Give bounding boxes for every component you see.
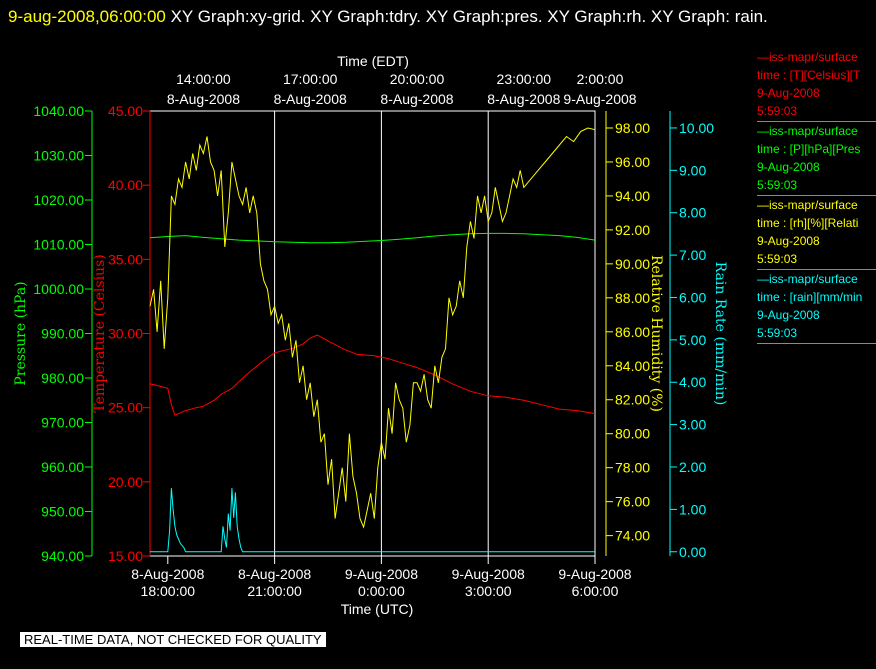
legend-entry-humidity: —iss-mapr/surface time : [rh][%][Relati …	[757, 196, 876, 270]
temperature-series-line	[149, 334, 596, 416]
legend-date: 9-Aug-2008	[757, 160, 820, 174]
rain-tick-label: 0.00	[679, 544, 706, 560]
pressure-tick-label: 1020.00	[33, 192, 84, 208]
pressure-tick-label: 1040.00	[33, 103, 84, 119]
rain-tick-label: 8.00	[679, 205, 706, 221]
pressure-axis-title: Pressure (hPa)	[13, 281, 29, 385]
pressure-tick-label: 940.00	[41, 548, 84, 564]
bottom-tick-label: 3:00:00	[465, 583, 512, 599]
humidity-tick-label: 84.00	[615, 358, 650, 374]
bottom-tick-label: 6:00:00	[572, 583, 619, 599]
legend-units: time : [T][Celsius][T	[757, 68, 861, 82]
legend-units: time : [rh][%][Relati	[757, 216, 859, 230]
bottom-tick-label: 9-Aug-2008	[558, 566, 631, 582]
humidity-tick-label: 90.00	[615, 256, 650, 272]
top-tick-label: 8-Aug-2008	[274, 91, 347, 107]
legend-date: 9-Aug-2008	[757, 308, 820, 322]
legend-name: —iss-mapr/surface	[757, 50, 858, 64]
pressure-tick-label: 950.00	[41, 504, 84, 520]
x-bottom-axis-title: Time (UTC)	[341, 601, 414, 617]
temperature-tick-label: 25.00	[108, 400, 143, 416]
legend-entry-rain: —iss-mapr/surface time : [rain][mm/min 9…	[757, 270, 876, 344]
humidity-axis-title: Relative Humidity (%)	[648, 255, 664, 412]
header-graph-titles: XY Graph:xy-grid. XY Graph:tdry. XY Grap…	[170, 7, 768, 26]
header-timestamp: 9-aug-2008,06:00:00	[8, 7, 166, 26]
legend-entry-pressure: —iss-mapr/surface time : [P][hPa][Pres 9…	[757, 122, 876, 196]
humidity-tick-label: 80.00	[615, 426, 650, 442]
pressure-tick-label: 960.00	[41, 459, 84, 475]
rain-tick-label: 10.00	[679, 120, 714, 136]
bottom-tick-label: 0:00:00	[358, 583, 405, 599]
legend-units: time : [P][hPa][Pres	[757, 142, 861, 156]
temperature-tick-label: 20.00	[108, 474, 143, 490]
x-top-axis-title: Time (EDT)	[337, 53, 409, 69]
humidity-tick-label: 86.00	[615, 324, 650, 340]
quality-disclaimer: REAL-TIME DATA, NOT CHECKED FOR QUALITY	[20, 632, 326, 647]
humidity-tick-label: 96.00	[615, 154, 650, 170]
rain-tick-label: 4.00	[679, 374, 706, 390]
rain-tick-label: 9.00	[679, 162, 706, 178]
bottom-tick-label: 18:00:00	[141, 583, 196, 599]
pressure-tick-label: 980.00	[41, 370, 84, 386]
legend-time: 5:59:03	[757, 252, 798, 266]
pressure-tick-label: 970.00	[41, 415, 84, 431]
bottom-tick-label: 8-Aug-2008	[238, 566, 311, 582]
rain-tick-label: 2.00	[679, 459, 706, 475]
humidity-tick-label: 92.00	[615, 222, 650, 238]
humidity-tick-label: 76.00	[615, 494, 650, 510]
rain-tick-label: 6.00	[679, 289, 706, 305]
pressure-tick-label: 1030.00	[33, 148, 84, 164]
humidity-series-line	[149, 127, 596, 529]
bottom-tick-label: 21:00:00	[247, 583, 302, 599]
pressure-tick-label: 1000.00	[33, 281, 84, 297]
top-tick-label: 17:00:00	[283, 71, 338, 87]
top-tick-label: 8-Aug-2008	[167, 91, 240, 107]
top-tick-label: 8-Aug-2008	[380, 91, 453, 107]
rain-tick-label: 7.00	[679, 247, 706, 263]
top-tick-label: 9-Aug-2008	[563, 91, 636, 107]
rain-series-line	[150, 488, 595, 553]
legend-units: time : [rain][mm/min	[757, 290, 863, 304]
legend-time: 5:59:03	[757, 326, 798, 340]
rain-tick-label: 5.00	[679, 332, 706, 348]
top-tick-label: 23:00:00	[497, 71, 552, 87]
pressure-tick-label: 1010.00	[33, 237, 84, 253]
legend: —iss-mapr/surface time : [T][Celsius][T …	[757, 48, 876, 344]
humidity-tick-label: 98.00	[615, 120, 650, 136]
pressure-tick-label: 990.00	[41, 326, 84, 342]
header-title: 9-aug-2008,06:00:00 XY Graph:xy-grid. XY…	[8, 2, 870, 32]
rain-axis-title: Rain Rate (mm/min)	[712, 262, 728, 406]
legend-time: 5:59:03	[757, 178, 798, 192]
rain-tick-label: 3.00	[679, 417, 706, 433]
humidity-tick-label: 82.00	[615, 392, 650, 408]
plot-frame	[149, 110, 596, 557]
humidity-tick-label: 94.00	[615, 188, 650, 204]
pressure-series-line	[149, 232, 596, 244]
legend-entry-temperature: —iss-mapr/surface time : [T][Celsius][T …	[757, 48, 876, 122]
legend-time: 5:59:03	[757, 104, 798, 118]
temperature-tick-label: 45.00	[108, 103, 143, 119]
top-tick-label: 2:00:00	[577, 71, 624, 87]
top-tick-label: 14:00:00	[176, 71, 231, 87]
legend-name: —iss-mapr/surface	[757, 124, 858, 138]
legend-name: —iss-mapr/surface	[757, 198, 858, 212]
top-tick-label: 20:00:00	[390, 71, 445, 87]
legend-date: 9-Aug-2008	[757, 86, 820, 100]
bottom-tick-label: 9-Aug-2008	[345, 566, 418, 582]
humidity-tick-label: 74.00	[615, 528, 650, 544]
top-tick-label: 8-Aug-2008	[487, 91, 560, 107]
humidity-tick-label: 78.00	[615, 460, 650, 476]
humidity-tick-label: 88.00	[615, 290, 650, 306]
temperature-tick-label: 30.00	[108, 326, 143, 342]
rain-tick-label: 1.00	[679, 501, 706, 517]
temperature-tick-label: 35.00	[108, 251, 143, 267]
temperature-tick-label: 40.00	[108, 177, 143, 193]
legend-name: —iss-mapr/surface	[757, 272, 858, 286]
temperature-tick-label: 15.00	[108, 548, 143, 564]
bottom-tick-label: 9-Aug-2008	[452, 566, 525, 582]
bottom-tick-label: 8-Aug-2008	[131, 566, 204, 582]
legend-date: 9-Aug-2008	[757, 234, 820, 248]
temperature-axis-title: Temperature (Celsius)	[92, 254, 108, 412]
